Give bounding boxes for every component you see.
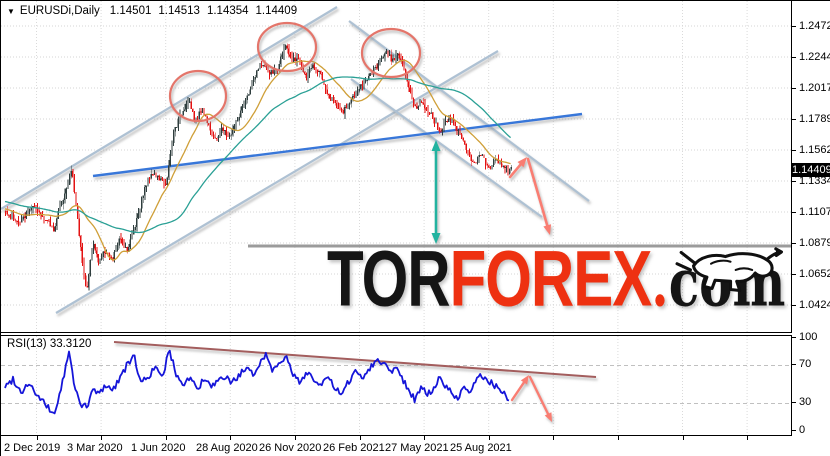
axis-tick (792, 430, 796, 431)
axis-tick (792, 337, 796, 338)
axis-tick (792, 181, 796, 182)
forecast-arrow[interactable] (526, 157, 552, 235)
date-axis-tick (101, 436, 103, 440)
candles-layer (4, 43, 512, 291)
ma-fast-line (4, 59, 511, 261)
rsi-indicator-label: RSI(13) 33.3120 (7, 338, 92, 350)
ma-slow-line (4, 76, 512, 234)
date-axis-tick (747, 436, 749, 440)
main-chart-panel: ▼ EURUSDi,Daily 1.14501 1.14513 1.14354 … (1, 1, 792, 333)
ohlc-open-value: 1.14501 (109, 5, 152, 17)
date-axis-tick (553, 436, 555, 440)
head-shoulders-circle[interactable] (256, 21, 318, 73)
date-axis-tick (359, 436, 361, 440)
rsi-chart-canvas[interactable] (1, 336, 791, 435)
rsi-panel: RSI(13) 33.3120 (1, 335, 792, 436)
rsi-axis-label: 100 (799, 331, 818, 343)
axis-tick (792, 26, 796, 27)
date-axis-label: 28 Aug 2020 (196, 442, 258, 454)
current-price-badge: 1.14409 (792, 163, 830, 177)
head-shoulders-circle[interactable] (360, 27, 422, 79)
rsi-forecast-arrow[interactable] (528, 375, 552, 422)
date-axis-tick (424, 436, 426, 440)
chart-title: ▼ EURUSDi,Daily 1.14501 1.14513 1.14354 … (7, 5, 304, 17)
price-axis[interactable]: 1.24720 1.22445 1.20170 1.17895 1.15620 1.133… (792, 1, 830, 436)
price-axis-label: 1.20170 (799, 82, 830, 94)
price-chart-canvas[interactable] (1, 1, 791, 332)
date-axis-label: 25 Aug 2021 (450, 442, 512, 454)
axis-tick (792, 305, 796, 306)
price-axis-label: 1.13345 (799, 175, 830, 187)
ohlc-high-value: 1.14513 (158, 5, 200, 17)
axis-tick (792, 402, 796, 403)
date-axis-label: 27 May 2021 (385, 442, 449, 454)
date-axis-label: 2 Dec 2019 (4, 442, 61, 454)
price-axis-label: 1.17895 (799, 113, 830, 125)
rsi-axis-label: 30 (799, 396, 812, 408)
date-axis-tick (617, 436, 619, 440)
axis-tick (792, 57, 796, 58)
date-axis-label: 3 Mar 2020 (67, 442, 123, 454)
rsi-grid-layer (1, 336, 791, 435)
rsi-axis-label: 70 (799, 358, 812, 370)
price-axis-label: 1.11070 (799, 206, 830, 218)
rsi-line (4, 349, 510, 415)
date-axis-tick (682, 436, 684, 440)
measure-arrow[interactable] (431, 140, 441, 244)
symbol-dropdown-icon: ▼ (7, 6, 15, 16)
date-axis-tick (36, 436, 38, 440)
ohlc-close-value: 1.14409 (255, 5, 298, 17)
date-axis-tick (230, 436, 232, 440)
axis-tick (792, 212, 796, 213)
rsi-forecast-arrow[interactable] (510, 375, 529, 402)
axis-tick (792, 119, 796, 120)
price-axis-label: 1.22445 (799, 51, 830, 63)
date-axis-label: 1 Jun 2020 (131, 442, 186, 454)
descending-channel-line[interactable] (350, 78, 543, 218)
date-axis[interactable]: 2 Dec 2019 3 Mar 2020 1 Jun 2020 28 Aug 202… (1, 436, 830, 456)
ascending-channel-line[interactable] (1, 6, 338, 210)
axis-tick (792, 243, 796, 244)
date-axis-tick (488, 436, 490, 440)
price-axis-label: 1.08795 (799, 237, 830, 249)
rsi-trendline[interactable] (113, 341, 597, 378)
axis-tick (792, 150, 796, 151)
forecast-arrow[interactable] (508, 157, 527, 179)
ascending-channel-line[interactable] (55, 50, 499, 314)
rsi-axis-label: 0 (799, 424, 806, 436)
ohlc-low-value: 1.14354 (206, 5, 249, 17)
axis-tick (792, 274, 796, 275)
axis-tick (792, 88, 796, 89)
price-axis-label: 1.15620 (799, 144, 830, 156)
date-axis-label: 26 Feb 2021 (323, 442, 385, 454)
head-shoulders-circle[interactable] (168, 69, 228, 123)
price-axis-label: 1.24720 (799, 20, 830, 32)
descending-channel-line[interactable] (348, 20, 590, 202)
blue-trendline[interactable] (92, 112, 583, 178)
symbol-timeframe-label: EURUSDi,Daily (19, 5, 100, 17)
price-axis-label: 1.06520 (799, 268, 830, 280)
price-axis-label: 1.04245 (799, 299, 830, 311)
date-axis-tick (294, 436, 296, 440)
trend-channels-layer (1, 6, 590, 314)
axis-tick (792, 364, 796, 365)
date-axis-label: 26 Nov 2020 (259, 442, 322, 454)
date-axis-tick (165, 436, 167, 440)
